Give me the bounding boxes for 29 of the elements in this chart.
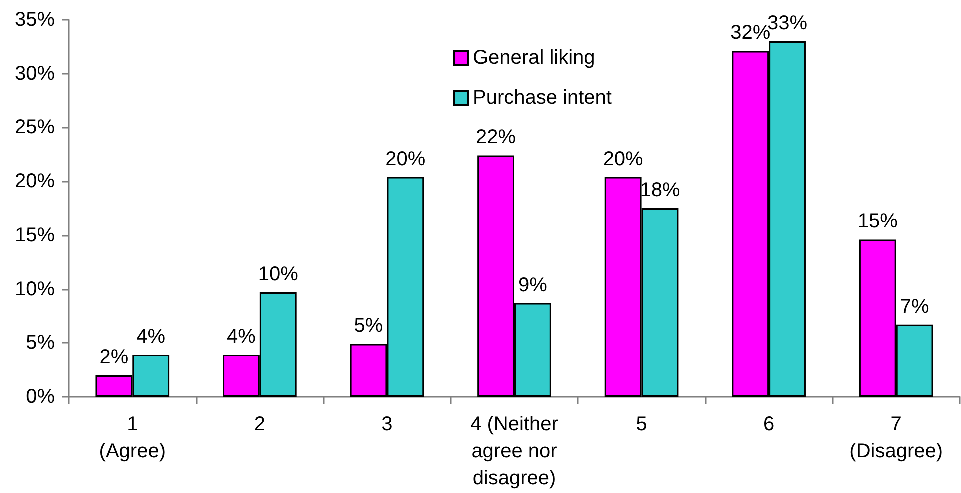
data-label: 4% <box>227 326 256 348</box>
x-tick-label: 5 <box>636 414 648 436</box>
y-tick-label: 20% <box>14 170 56 193</box>
y-tick-label: 10% <box>14 278 56 300</box>
data-label: 32% <box>730 22 771 44</box>
x-tick-label: 6 <box>764 414 775 436</box>
data-label: 7% <box>900 296 930 318</box>
x-tick-label: 4 (Neither agree nor disagree) <box>470 414 559 490</box>
data-label: 22% <box>476 126 516 149</box>
y-tick-label: 0% <box>26 386 56 408</box>
x-tick-label: 3 <box>382 414 393 436</box>
data-label: 9% <box>518 274 548 296</box>
y-tick-label: 35% <box>14 9 56 31</box>
data-label: 20% <box>386 148 426 170</box>
legend-label: General liking <box>473 47 596 69</box>
y-tick-label: 15% <box>14 224 56 246</box>
x-tick-label: 7 (Disagree) <box>850 414 944 462</box>
legend-label: Purchase intent <box>473 87 612 109</box>
data-label: 4% <box>136 326 166 348</box>
data-label: 20% <box>603 148 644 170</box>
y-tick-label: 30% <box>14 62 56 85</box>
y-tick-label: 25% <box>14 116 56 139</box>
x-tick-label: 1 (Agree) <box>99 414 166 462</box>
y-tick-label: 5% <box>26 332 56 354</box>
data-label: 15% <box>858 210 898 233</box>
data-label: 2% <box>100 346 129 368</box>
data-label: 10% <box>258 264 299 286</box>
data-label: 5% <box>354 315 384 338</box>
x-tick-label: 2 <box>254 414 266 436</box>
